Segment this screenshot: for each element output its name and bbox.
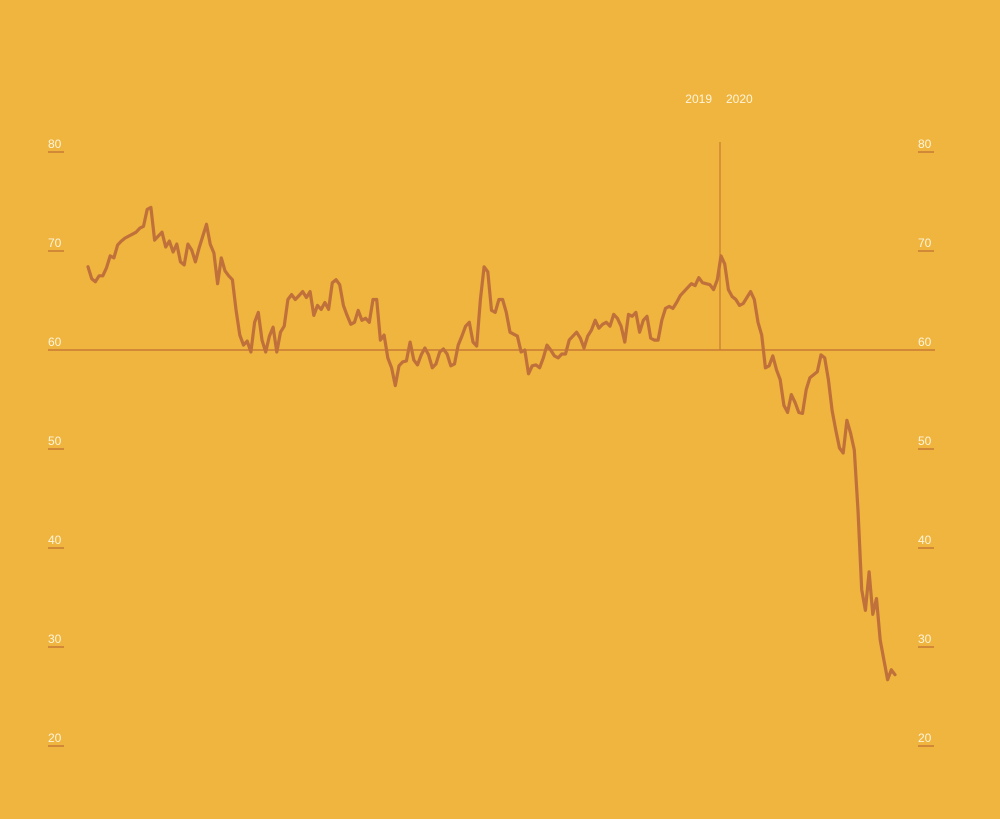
y-tick-label-left: 70: [48, 236, 62, 250]
y-tick-label-right: 50: [918, 434, 932, 448]
y-tick-label-left: 60: [48, 335, 62, 349]
y-tick-label-left: 20: [48, 731, 62, 745]
y-tick-label-right: 20: [918, 731, 932, 745]
year-label-2019: 2019: [685, 92, 712, 106]
y-tick-label-right: 80: [918, 137, 932, 151]
y-tick-label-right: 30: [918, 632, 932, 646]
y-tick-label-left: 80: [48, 137, 62, 151]
y-tick-label-right: 40: [918, 533, 932, 547]
y-tick-label-left: 30: [48, 632, 62, 646]
year-label-2020: 2020: [726, 92, 753, 106]
y-tick-label-right: 70: [918, 236, 932, 250]
y-tick-label-right: 60: [918, 335, 932, 349]
y-tick-label-left: 50: [48, 434, 62, 448]
y-tick-label-left: 40: [48, 533, 62, 547]
series-line: [86, 205, 897, 682]
